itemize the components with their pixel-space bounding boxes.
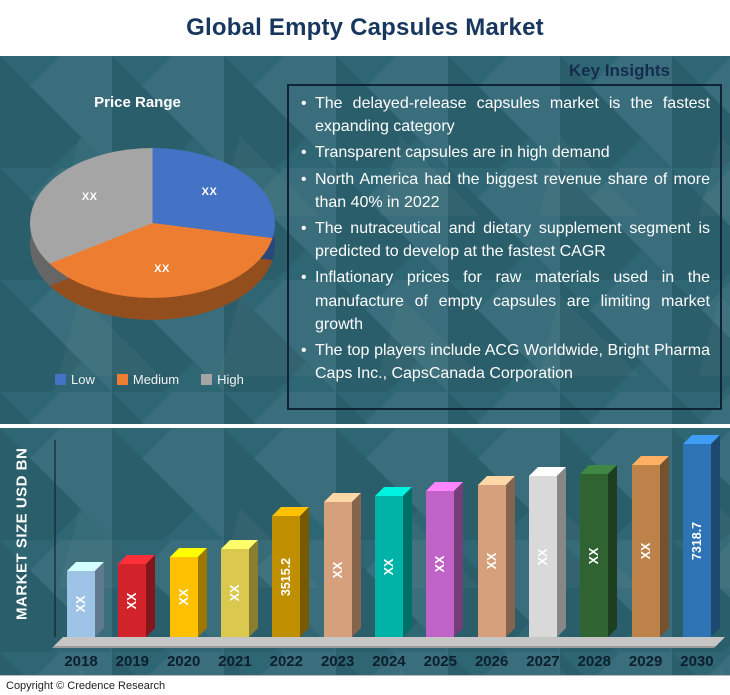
bar-cell-2023: XX — [315, 502, 361, 637]
bar-cell-2029: XX — [623, 465, 669, 637]
legend-swatch-icon — [116, 374, 128, 385]
bar-cell-2027: XX — [520, 476, 566, 637]
pie-labels: XX XX XX — [30, 148, 275, 298]
bar-2025: XX — [426, 491, 455, 637]
section-divider — [0, 424, 730, 428]
bar-cell-2018: XX — [58, 571, 104, 637]
insight-item: Transparent capsules are in high demand — [301, 141, 710, 164]
bar-2027: XX — [528, 476, 557, 637]
key-insights-list: The delayed-release capsules market is t… — [297, 92, 710, 385]
bar-value-label-2030: 7318.7 — [689, 521, 704, 560]
bar-value-label-2019: XX — [125, 592, 140, 609]
bar-2030: 7318.7 — [682, 444, 711, 637]
bar-cell-2025: XX — [417, 491, 463, 637]
bar-value-label-2018: XX — [74, 595, 88, 613]
x-axis-label-2028: 2028 — [577, 653, 611, 670]
legend-swatch-icon — [201, 374, 213, 385]
x-axis-label-2022: 2022 — [269, 653, 303, 670]
bar-cell-2024: XX — [366, 496, 412, 637]
bar-cell-2021: XX — [212, 549, 258, 637]
upper-section: Key Insights The delayed-release capsule… — [0, 56, 730, 424]
insight-item: Inflationary prices for raw materials us… — [301, 266, 710, 336]
bar-2028: XX — [580, 474, 609, 637]
bar-2021: XX — [220, 549, 249, 637]
copyright-text: Copyright © Credence Research — [6, 679, 166, 692]
bar-2018: XX — [67, 571, 95, 637]
chart-floor — [54, 637, 725, 646]
bar-cell-2022: 3515.2 — [263, 516, 309, 637]
legend-item-high: High — [201, 372, 244, 387]
bar-row: XX XX XX XX 3515.2 XX XX XX XX XX XX XX 7318.7 — [58, 444, 720, 637]
x-axis-label-2023: 2023 — [320, 653, 355, 670]
bar-2020: XX — [169, 557, 198, 637]
legend-label: Low — [71, 372, 95, 387]
insight-item: The nutraceutical and dietary supplement… — [301, 217, 710, 263]
header: Global Empty Capsules Market — [0, 0, 730, 56]
bar-value-label-2026: XX — [484, 552, 499, 570]
pie-slice-label-medium: XX — [154, 263, 170, 276]
bar-plot: XX XX XX XX 3515.2 XX XX XX XX XX XX XX 7318.7 2018 2… — [54, 428, 725, 675]
bar-value-label-2024: XX — [381, 558, 396, 575]
legend-swatch-icon — [55, 374, 66, 385]
x-axis-label-2020: 2020 — [166, 653, 201, 670]
legend-item-low: Low — [55, 372, 95, 387]
x-axis-label-2018: 2018 — [64, 653, 98, 670]
pie-chart: XX XX XX — [30, 148, 275, 324]
legend-label: Medium — [132, 372, 180, 387]
x-axis-label-2024: 2024 — [372, 653, 406, 670]
bar-value-label-2023: XX — [330, 561, 345, 578]
pie-legend: Low Medium High — [55, 372, 244, 387]
bar-2022: 3515.2 — [272, 516, 301, 637]
page-title: Global Empty Capsules Market — [186, 14, 544, 41]
key-insights-heading: Key Insights — [568, 61, 670, 80]
bar-2024: XX — [374, 496, 403, 637]
bar-2026: XX — [477, 485, 506, 637]
pie-title: Price Range — [94, 94, 181, 111]
bar-value-label-2027: XX — [535, 548, 550, 565]
bar-cell-2019: XX — [109, 564, 155, 637]
legend-label: High — [217, 372, 244, 387]
legend-item-medium: Medium — [116, 372, 180, 387]
bar-value-label-2022: 3515.2 — [279, 557, 294, 596]
bar-2019: XX — [118, 564, 147, 637]
y-axis-line — [54, 440, 56, 637]
x-axis-label-2027: 2027 — [526, 653, 560, 670]
x-axis-label-2021: 2021 — [218, 653, 252, 670]
bar-value-label-2028: XX — [587, 547, 602, 564]
x-axis-label-2019: 2019 — [115, 653, 150, 670]
bar-value-label-2029: XX — [638, 542, 653, 560]
bar-value-label-2025: XX — [433, 555, 448, 573]
bar-value-label-2020: XX — [176, 588, 191, 606]
bar-cell-2028: XX — [571, 474, 617, 637]
bar-2023: XX — [323, 502, 352, 637]
insight-item: The delayed-release capsules market is t… — [301, 92, 710, 138]
x-axis-label-2029: 2029 — [628, 653, 663, 670]
key-insights-box: The delayed-release capsules market is t… — [287, 84, 722, 410]
footer: Copyright © Credence Research — [0, 675, 730, 695]
bar-cell-2026: XX — [469, 485, 515, 637]
bar-2029: XX — [631, 465, 660, 637]
x-axis: 2018 2019 2020 2021 2022 2023 2024 2025 2026 2027… — [58, 653, 720, 670]
pie-slice-label-low: XX — [201, 186, 218, 199]
pie-face — [30, 148, 275, 298]
x-axis-label-2025: 2025 — [423, 653, 457, 670]
y-axis-title: MARKET SIZE USD BN — [13, 447, 31, 620]
bar-chart-section: MARKET SIZE USD BN XX XX XX XX 3515.2 XX XX XX X… — [0, 428, 730, 675]
insight-item: The top players include ACG Worldwide, B… — [301, 339, 710, 385]
x-axis-label-2030: 2030 — [680, 653, 714, 670]
insight-item: North America had the biggest revenue sh… — [301, 168, 710, 214]
pie-slice-label-high: XX — [81, 190, 98, 203]
bar-cell-2030: 7318.7 — [674, 444, 720, 637]
bar-value-label-2021: XX — [227, 584, 242, 602]
bar-cell-2020: XX — [161, 557, 207, 637]
x-axis-label-2026: 2026 — [474, 653, 509, 670]
